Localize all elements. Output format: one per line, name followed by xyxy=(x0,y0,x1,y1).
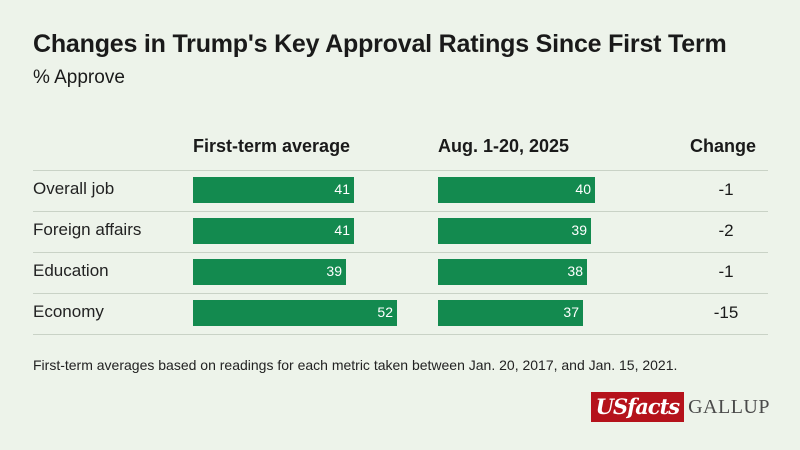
bar-recent: 39 xyxy=(438,218,591,244)
row-label: Overall job xyxy=(33,179,115,198)
row-label: Education xyxy=(33,261,109,280)
usfacts-logo: USfacts xyxy=(590,392,685,422)
gallup-logo: GALLUP xyxy=(688,395,770,418)
row-divider xyxy=(33,293,768,294)
row-label: Economy xyxy=(33,302,104,321)
logos: USfacts GALLUP xyxy=(590,392,770,422)
bar-value-label: 41 xyxy=(334,181,350,197)
footnote: First-term averages based on readings fo… xyxy=(33,357,678,373)
row-divider xyxy=(33,211,768,212)
bar-value-label: 39 xyxy=(326,263,342,279)
chart-title: Changes in Trump's Key Approval Ratings … xyxy=(33,30,727,58)
bar-value-label: 41 xyxy=(334,222,350,238)
row-divider xyxy=(33,252,768,253)
column-header-recent: Aug. 1-20, 2025 xyxy=(438,136,570,156)
chart-subtitle: % Approve xyxy=(33,67,125,88)
row-divider xyxy=(33,334,768,335)
change-value: -1 xyxy=(718,180,734,199)
usfacts-logo-us: US xyxy=(595,394,629,419)
bar-first-term: 41 xyxy=(193,218,354,244)
bar-recent: 40 xyxy=(438,177,595,203)
bar-value-label: 52 xyxy=(377,304,393,320)
usfacts-logo-facts: facts xyxy=(627,394,680,419)
change-value: -1 xyxy=(718,262,734,281)
bar-first-term: 39 xyxy=(193,259,346,285)
bar-value-label: 37 xyxy=(563,304,579,320)
bar-recent: 37 xyxy=(438,300,583,326)
row-label: Foreign affairs xyxy=(33,220,142,239)
bar-recent: 38 xyxy=(438,259,587,285)
change-value: -15 xyxy=(713,303,739,322)
bar-first-term: 52 xyxy=(193,300,397,326)
row-divider xyxy=(33,170,768,171)
bar-value-label: 40 xyxy=(575,181,591,197)
bar-value-label: 38 xyxy=(567,263,583,279)
column-header-first-term: First-term average xyxy=(193,136,351,156)
bar-value-label: 39 xyxy=(571,222,587,238)
change-value: -2 xyxy=(718,221,734,240)
bar-first-term: 41 xyxy=(193,177,354,203)
column-header-change: Change xyxy=(690,136,757,156)
